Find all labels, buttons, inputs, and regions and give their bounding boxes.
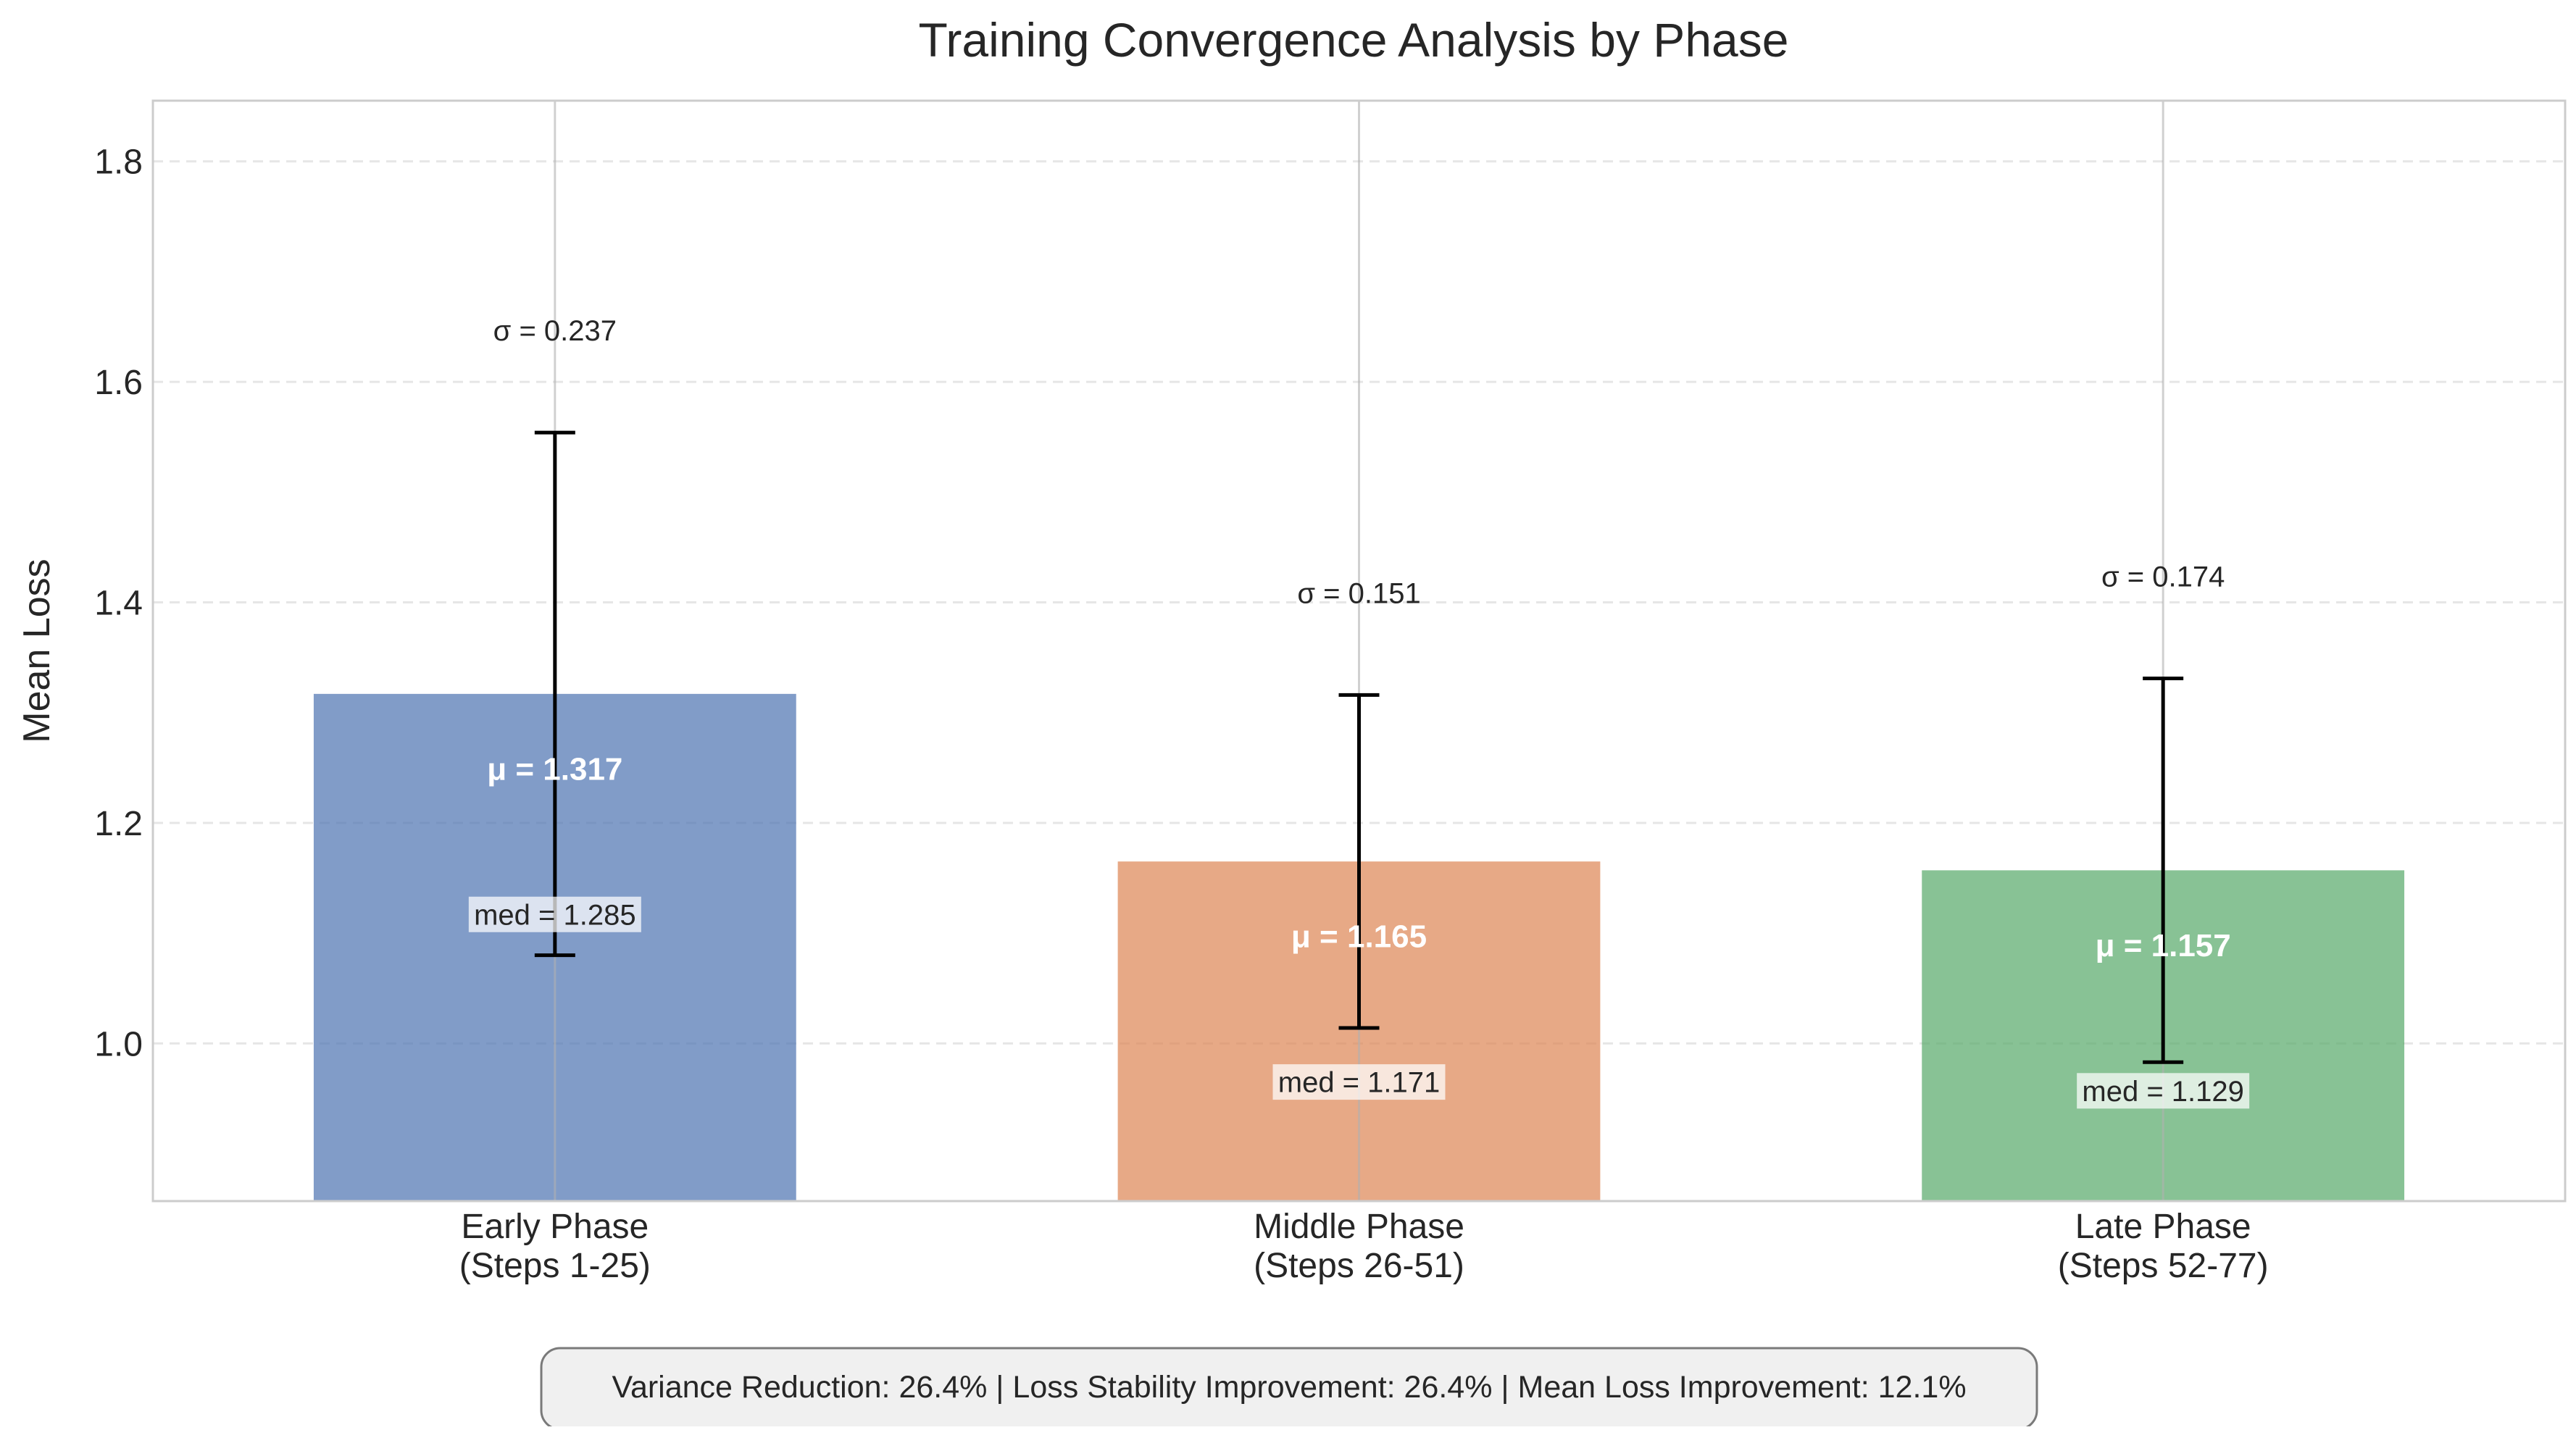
y-tick-label: 1.4 [94, 585, 143, 623]
value-labels: σ = 0.237 μ = 1.317 med = 1.285 σ = 0.151 μ … [468, 315, 2250, 1109]
summary-box: Variance Reduction: 26.4% | Loss Stabili… [540, 1347, 2038, 1430]
x-tick-label-line: Late Phase [2075, 1208, 2251, 1246]
median-label-box [1272, 1064, 1446, 1100]
error-bars [534, 430, 2184, 1064]
x-tick-label: Late Phase (Steps 52-77) [2058, 1208, 2269, 1285]
x-tick-label-line: Early Phase [461, 1208, 649, 1246]
std-label: σ = 0.151 [1297, 577, 1420, 609]
x-tick-label-line: (Steps 52-77) [2058, 1247, 2269, 1285]
median-label: med = 1.285 [474, 899, 636, 931]
x-tick-label: Early Phase (Steps 1-25) [459, 1208, 651, 1285]
std-label: σ = 0.174 [2101, 561, 2225, 593]
median-label: med = 1.171 [1278, 1067, 1441, 1099]
mean-label: μ = 1.157 [2096, 928, 2231, 963]
x-tick-label: Middle Phase (Steps 26-51) [1254, 1208, 1464, 1285]
std-label: σ = 0.237 [493, 315, 617, 347]
y-tick-label: 1.0 [94, 1025, 143, 1063]
y-axis-label: Mean Loss [16, 559, 58, 743]
chart-title: Training Convergence Analysis by Phase [919, 13, 1789, 67]
x-tick-label-line: (Steps 26-51) [1254, 1247, 1464, 1285]
mean-label: μ = 1.317 [487, 751, 622, 787]
x-axis-ticks: Early Phase (Steps 1-25)Middle Phase (Step… [459, 1208, 2269, 1285]
plot-frame [151, 99, 2567, 1203]
y-tick-label: 1.8 [94, 143, 143, 182]
y-tick-label: 1.2 [94, 805, 143, 843]
median-label-box [2077, 1073, 2250, 1109]
y-axis-ticks: 1.0 1.2 1.4 1.6 1.8 [94, 143, 143, 1064]
summary-text: Variance Reduction: 26.4% | Loss Stabili… [612, 1370, 1966, 1405]
x-tick-label-line: Middle Phase [1254, 1208, 1464, 1246]
median-label: med = 1.129 [2082, 1076, 2244, 1108]
y-tick-label: 1.6 [94, 364, 143, 402]
x-tick-label-line: (Steps 1-25) [459, 1247, 651, 1285]
mean-label: μ = 1.165 [1291, 919, 1427, 955]
median-label-box [468, 896, 641, 932]
